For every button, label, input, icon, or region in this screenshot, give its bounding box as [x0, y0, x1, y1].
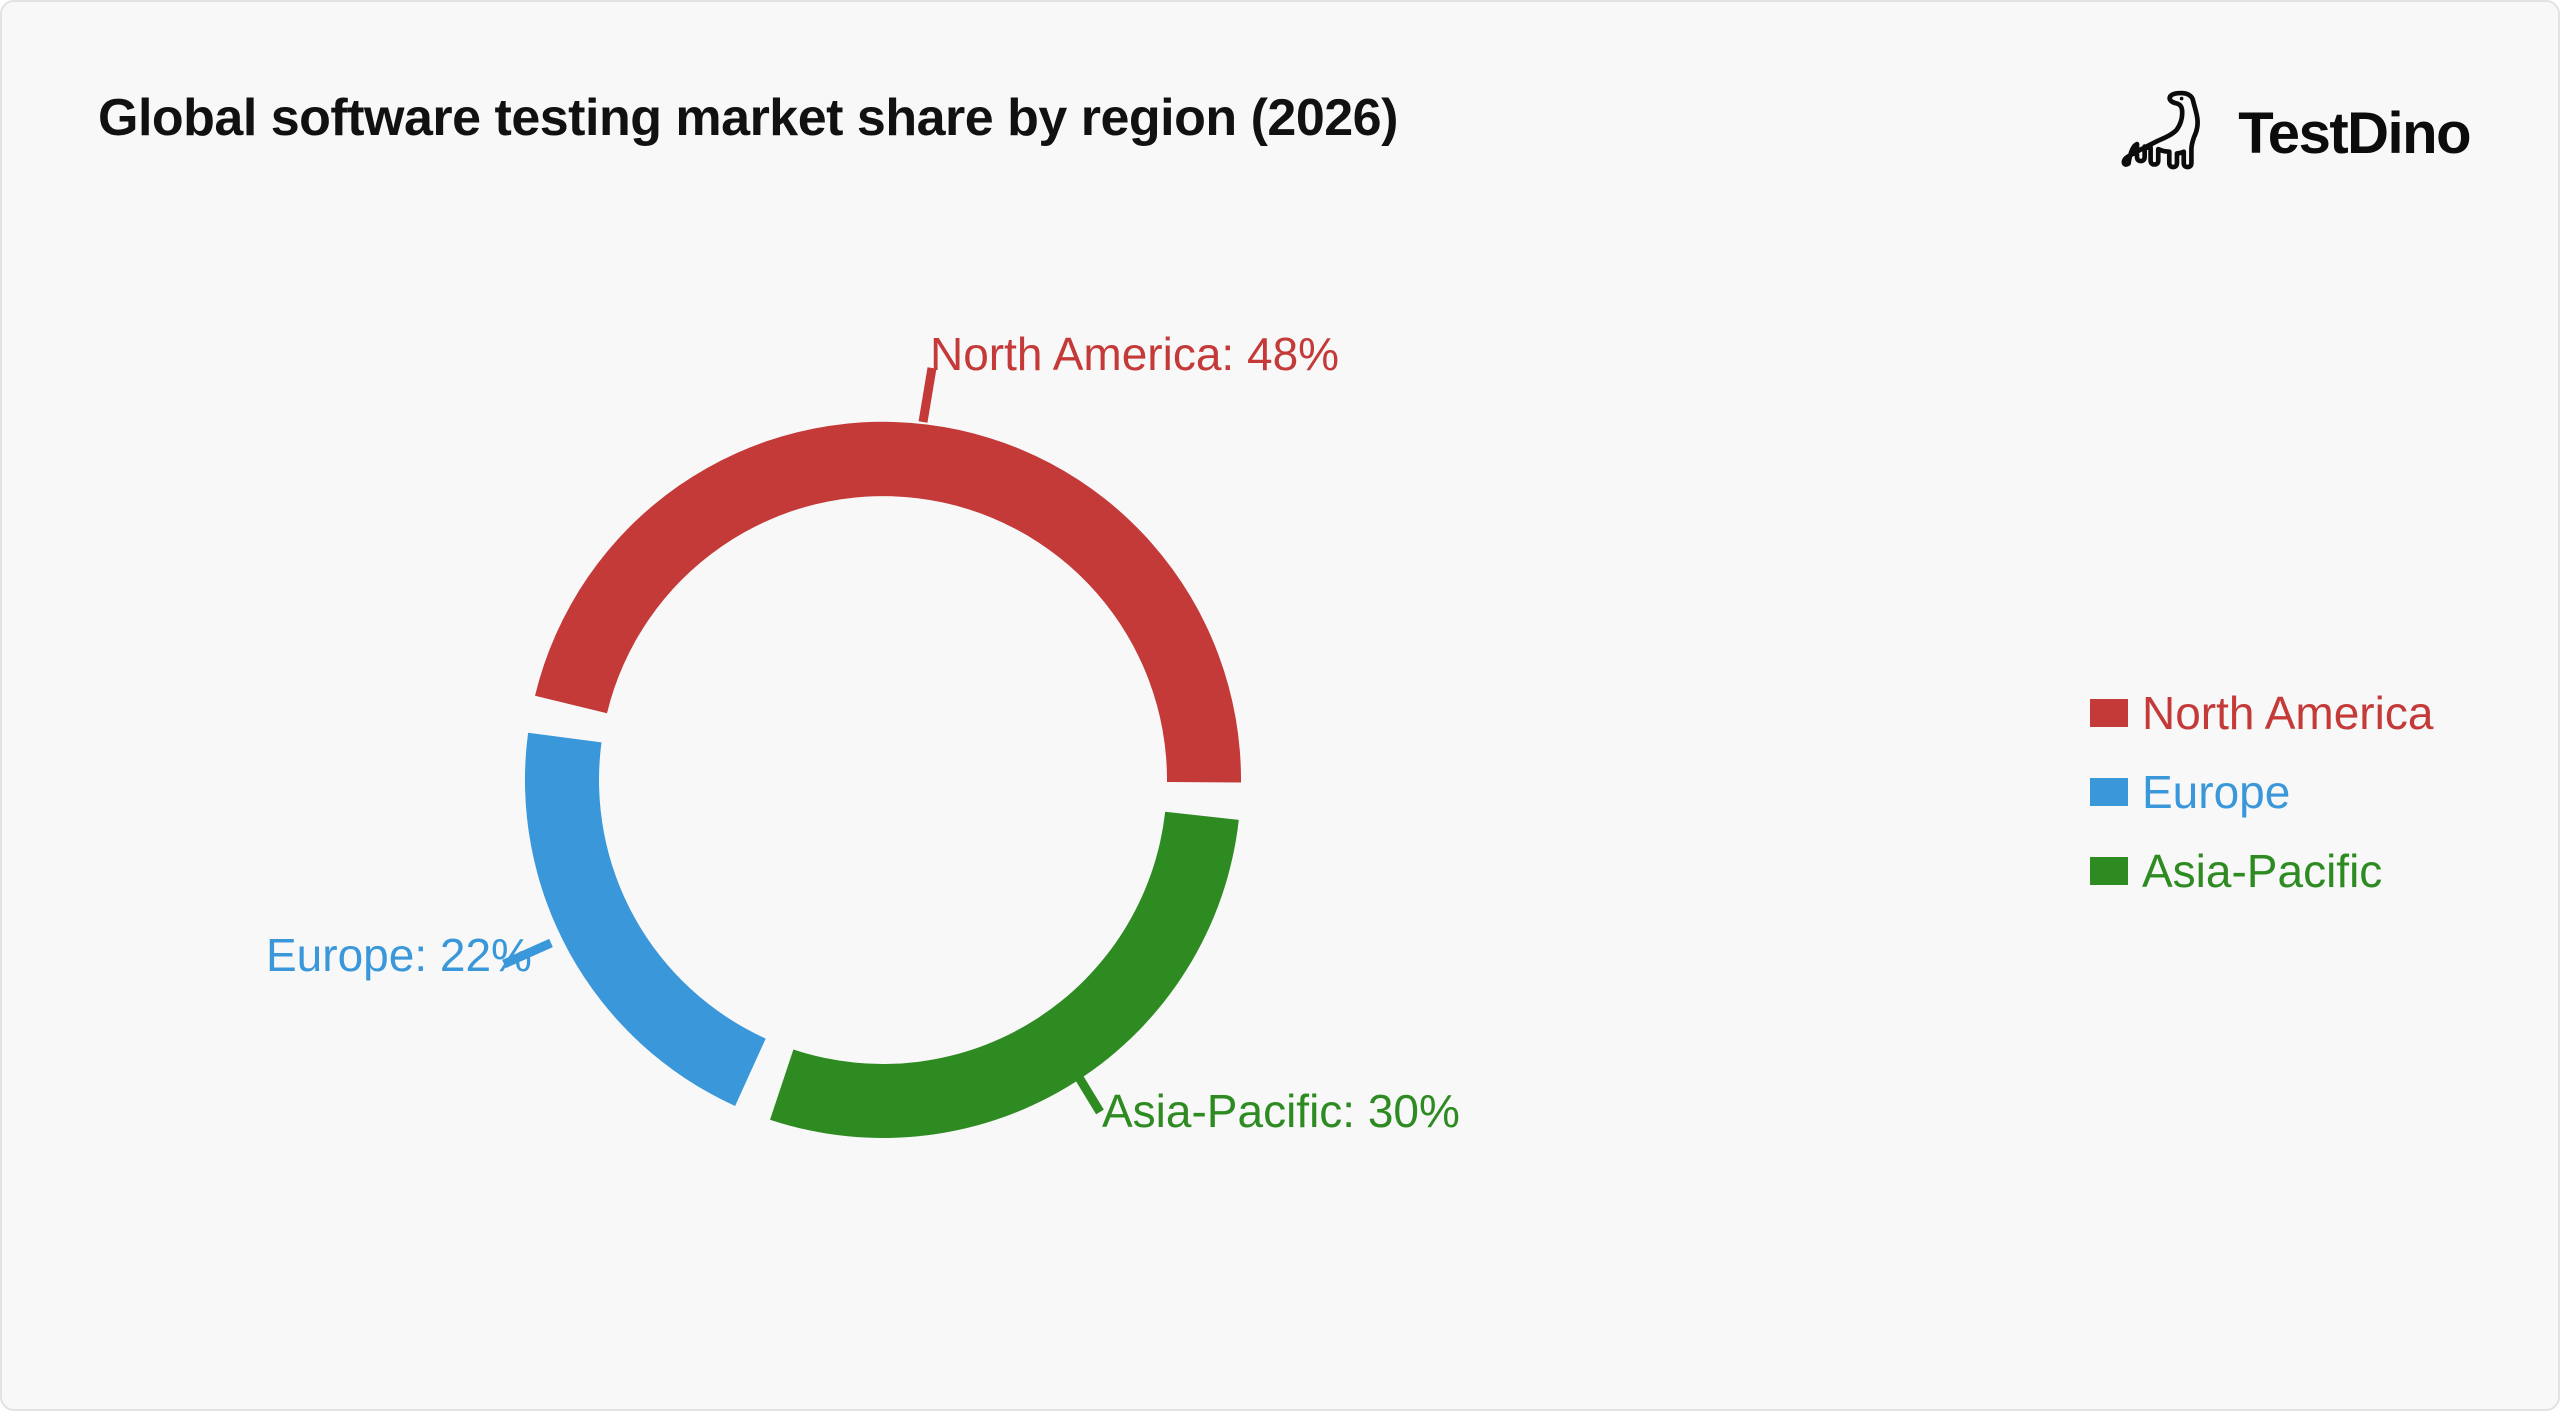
brand-name: TestDino: [2238, 100, 2471, 166]
legend-swatch-asia-pacific: [2090, 857, 2128, 885]
legend-item-asia-pacific[interactable]: Asia-Pacific: [2090, 848, 2433, 894]
legend-swatch-north-america: [2090, 699, 2128, 727]
page-title: Global software testing market share by …: [98, 89, 1398, 147]
pie-slice-north-america[interactable]: [535, 421, 1242, 783]
slice-label-europe: Europe: 22%: [266, 929, 532, 981]
leader-line-north-america: [918, 367, 937, 423]
legend-item-europe[interactable]: Europe: [2090, 769, 2433, 815]
legend-item-north-america[interactable]: North America: [2090, 690, 2433, 736]
leader-line-europe: [502, 938, 553, 969]
slice-label-north-america: North America: 48%: [930, 328, 1340, 380]
leader-line-asia-pacific: [1068, 1063, 1104, 1115]
legend-label-europe: Europe: [2142, 766, 2291, 818]
slice-label-asia-pacific: Asia-Pacific: 30%: [1102, 1085, 1460, 1137]
dinosaur-icon: [2121, 90, 2201, 170]
pie-slice-europe[interactable]: [524, 732, 766, 1106]
pie-slice-asia-pacific[interactable]: [770, 811, 1239, 1139]
legend-label-north-america: North America: [2142, 687, 2434, 739]
legend: North America Europe Asia-Pacific: [2090, 690, 2433, 894]
brand-logo: TestDino: [2120, 86, 2471, 180]
legend-label-asia-pacific: Asia-Pacific: [2142, 845, 2383, 897]
legend-swatch-europe: [2090, 778, 2128, 806]
